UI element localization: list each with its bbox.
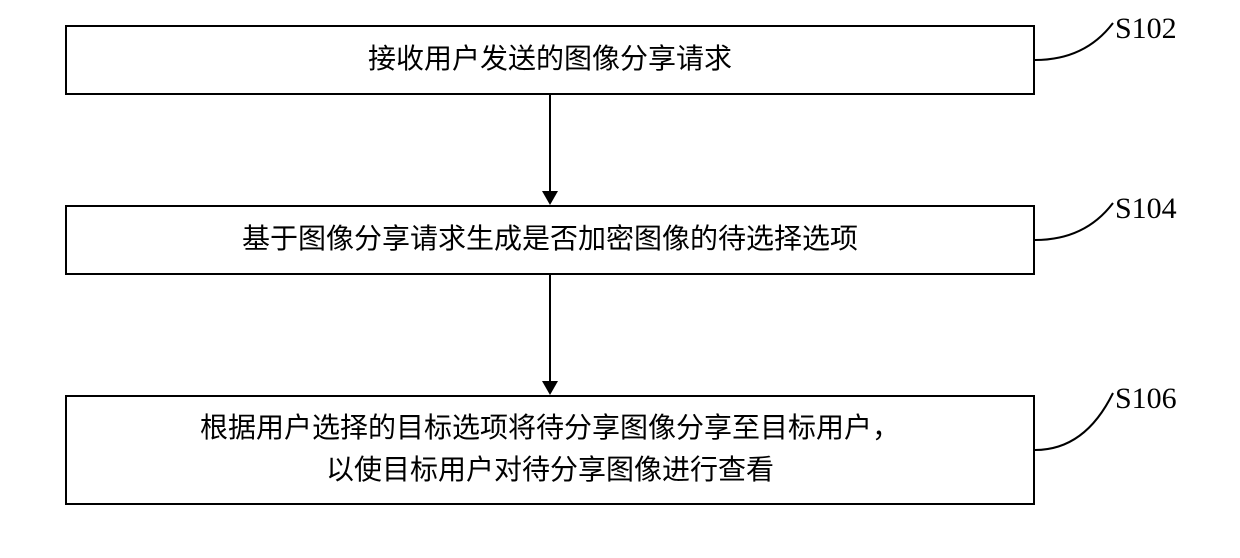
connector-3	[1035, 388, 1120, 458]
step-label-3: S106	[1115, 382, 1177, 416]
arrow-2-line	[549, 275, 551, 381]
arrow-1-line	[549, 95, 551, 191]
flowchart-box-1: 接收用户发送的图像分享请求	[65, 25, 1035, 95]
connector-1	[1035, 18, 1120, 68]
arrow-2-head	[542, 381, 558, 395]
box-3-line2: 以使目标用户对待分享图像进行查看	[200, 450, 900, 492]
box-3-text: 根据用户选择的目标选项将待分享图像分享至目标用户， 以使目标用户对待分享图像进行…	[200, 408, 900, 492]
box-1-text: 接收用户发送的图像分享请求	[368, 39, 732, 81]
box-3-line1: 根据用户选择的目标选项将待分享图像分享至目标用户，	[200, 408, 900, 450]
flowchart-box-2: 基于图像分享请求生成是否加密图像的待选择选项	[65, 205, 1035, 275]
step-label-2: S104	[1115, 192, 1177, 226]
step-label-1: S102	[1115, 12, 1177, 46]
flowchart-container: 接收用户发送的图像分享请求 S102 基于图像分享请求生成是否加密图像的待选择选…	[0, 0, 1240, 558]
box-2-text: 基于图像分享请求生成是否加密图像的待选择选项	[242, 219, 858, 261]
arrow-1-head	[542, 191, 558, 205]
connector-2	[1035, 198, 1120, 248]
flowchart-box-3: 根据用户选择的目标选项将待分享图像分享至目标用户， 以使目标用户对待分享图像进行…	[65, 395, 1035, 505]
